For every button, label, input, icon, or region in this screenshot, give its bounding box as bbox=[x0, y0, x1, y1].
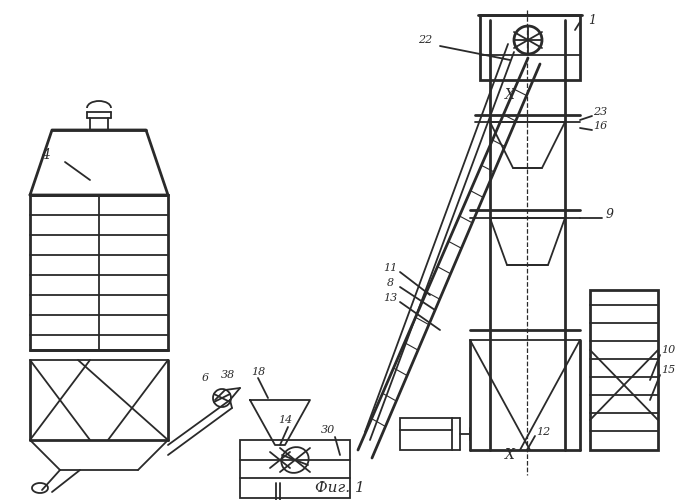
Bar bbox=[480, 15, 580, 80]
Text: 8: 8 bbox=[386, 278, 394, 288]
Bar bbox=[263, 445, 298, 483]
Text: 16: 16 bbox=[593, 121, 607, 131]
Text: X: X bbox=[505, 448, 515, 462]
Text: 12: 12 bbox=[536, 427, 550, 437]
Bar bbox=[240, 440, 350, 498]
Text: 1: 1 bbox=[588, 14, 596, 26]
Text: Фиг. 1: Фиг. 1 bbox=[315, 481, 365, 495]
Text: 23: 23 bbox=[593, 107, 607, 117]
Text: 4: 4 bbox=[41, 148, 50, 162]
Text: 11: 11 bbox=[383, 263, 397, 273]
Text: 6: 6 bbox=[202, 373, 208, 383]
Text: 30: 30 bbox=[321, 425, 335, 435]
Text: X: X bbox=[505, 88, 515, 102]
Text: 15: 15 bbox=[661, 365, 675, 375]
Text: 14: 14 bbox=[278, 415, 292, 425]
Bar bbox=[400, 418, 452, 450]
Text: 10: 10 bbox=[661, 345, 675, 355]
Bar bbox=[590, 290, 658, 450]
Text: 18: 18 bbox=[251, 367, 265, 377]
Text: 9: 9 bbox=[606, 208, 614, 222]
Text: 38: 38 bbox=[221, 370, 235, 380]
Bar bbox=[30, 195, 168, 350]
Text: 13: 13 bbox=[383, 293, 397, 303]
Text: 22: 22 bbox=[418, 35, 432, 45]
